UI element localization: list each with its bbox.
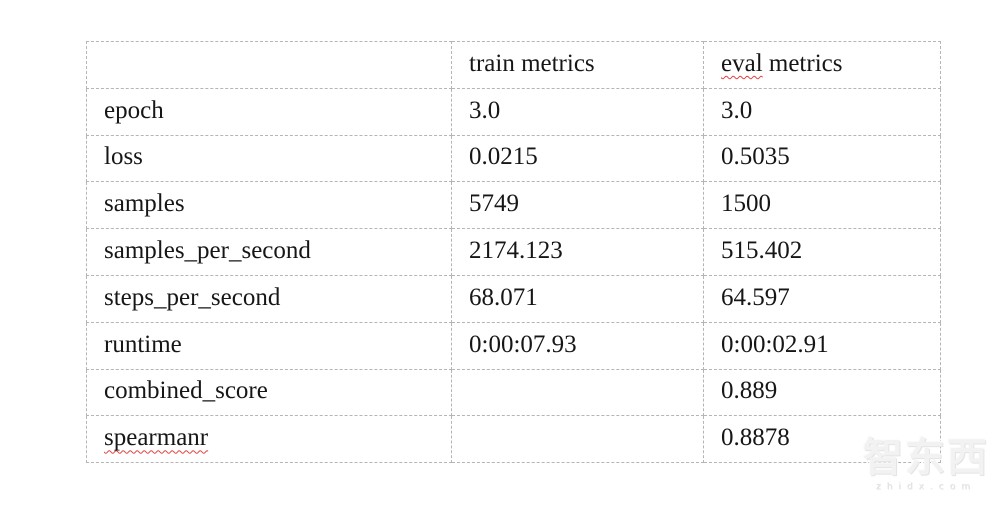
misspelled-word: spearmanr — [104, 424, 209, 452]
eval-header-rest: metrics — [762, 49, 843, 77]
metric-name-cell: runtime — [86, 321, 452, 370]
metric-name-cell: epoch — [86, 87, 452, 136]
table-row: combined_score 0.889 — [86, 368, 941, 417]
metric-name-cell: samples_per_second — [86, 228, 452, 276]
table-header-row: train metrics eval metrics — [86, 41, 941, 89]
eval-value-cell: 0:00:02.91 — [703, 321, 941, 370]
eval-value-cell: 1500 — [703, 181, 941, 230]
metric-name-cell: steps_per_second — [86, 274, 452, 323]
watermark-domain: zhidx.com — [875, 482, 977, 492]
eval-value-cell: 3.0 — [703, 87, 941, 136]
eval-value-cell: 515.402 — [703, 228, 941, 276]
metric-name-cell: spearmanr — [86, 415, 452, 464]
eval-value-cell: 64.597 — [703, 274, 941, 323]
table-row: epoch 3.0 3.0 — [86, 87, 941, 136]
train-value-cell: 3.0 — [451, 87, 704, 136]
table-row: steps_per_second 68.071 64.597 — [86, 274, 941, 323]
eval-value-cell: 0.5035 — [703, 134, 941, 183]
table-body: epoch 3.0 3.0 loss 0.0215 0.5035 samples 5749 15… — [86, 87, 941, 464]
header-cell-eval: eval metrics — [703, 41, 941, 89]
train-value-cell: 0:00:07.93 — [451, 321, 704, 370]
eval-misspelled-word: eval — [721, 49, 763, 77]
header-cell-metric — [86, 41, 452, 89]
table-row: samples 5749 1500 — [86, 181, 941, 230]
train-value-cell: 68.071 — [451, 274, 704, 323]
metrics-table: train metrics eval metrics epoch 3.0 3.0 lo… — [86, 41, 941, 464]
table-row: loss 0.0215 0.5035 — [86, 134, 941, 183]
train-value-cell: 5749 — [451, 181, 704, 230]
eval-value-cell: 0.889 — [703, 368, 941, 417]
table-row: spearmanr 0.8878 — [86, 415, 941, 464]
metric-name-cell: combined_score — [86, 368, 452, 417]
metric-name-cell: loss — [86, 134, 452, 183]
train-value-cell — [451, 368, 704, 417]
train-value-cell: 0.0215 — [451, 134, 704, 183]
table-row: samples_per_second 2174.123 515.402 — [86, 228, 941, 276]
table-row: runtime 0:00:07.93 0:00:02.91 — [86, 321, 941, 370]
metric-name-cell: samples — [86, 181, 452, 230]
train-value-cell — [451, 415, 704, 464]
eval-value-cell: 0.8878 — [703, 415, 941, 464]
header-cell-train: train metrics — [451, 41, 704, 89]
train-value-cell: 2174.123 — [451, 228, 704, 276]
